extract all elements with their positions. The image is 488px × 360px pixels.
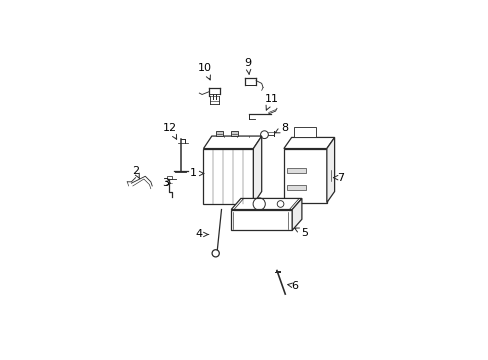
Polygon shape [294, 127, 315, 138]
Text: 9: 9 [244, 58, 251, 74]
Text: 8: 8 [275, 123, 288, 133]
Polygon shape [292, 198, 301, 230]
Text: 3: 3 [162, 178, 170, 188]
Polygon shape [284, 149, 326, 203]
Text: 2: 2 [132, 166, 139, 179]
Text: 11: 11 [264, 94, 278, 110]
Text: 12: 12 [163, 123, 177, 139]
Text: 1: 1 [190, 168, 203, 179]
Polygon shape [231, 131, 238, 136]
Text: 10: 10 [198, 63, 211, 80]
Bar [286, 185, 305, 190]
Polygon shape [326, 138, 334, 203]
Polygon shape [231, 210, 292, 230]
Polygon shape [284, 138, 334, 149]
Text: 4: 4 [195, 229, 208, 239]
Polygon shape [203, 149, 253, 204]
Bar [167, 176, 172, 179]
Polygon shape [216, 131, 223, 136]
Bar [286, 168, 305, 173]
Text: 6: 6 [287, 281, 298, 291]
Text: 5: 5 [294, 228, 307, 238]
Polygon shape [253, 136, 261, 204]
Polygon shape [203, 136, 261, 149]
Polygon shape [231, 198, 301, 210]
Text: 7: 7 [333, 173, 344, 183]
